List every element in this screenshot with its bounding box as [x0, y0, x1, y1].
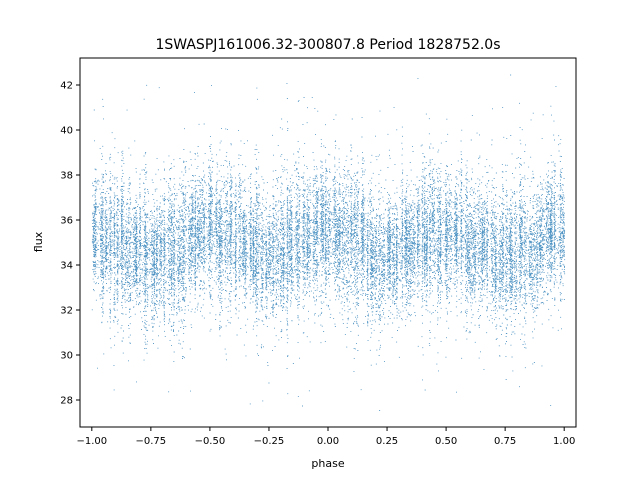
x-tick-label: −0.75 [136, 436, 167, 447]
y-axis: 28 30 32 34 36 38 40 42 [60, 81, 80, 407]
y-tick-label: 30 [60, 351, 73, 362]
x-axis-label: phase [311, 457, 344, 470]
x-tick-label: 0.00 [317, 436, 339, 447]
x-tick-label: −0.50 [195, 436, 226, 447]
data-points [91, 74, 566, 411]
y-tick-label: 28 [60, 396, 73, 407]
y-axis-label: flux [32, 231, 45, 252]
x-tick-label: −1.00 [76, 436, 107, 447]
y-tick-label: 36 [60, 216, 73, 227]
y-tick-label: 32 [60, 306, 73, 317]
x-tick-label: 0.75 [494, 436, 516, 447]
y-tick-label: 42 [60, 81, 73, 92]
x-tick-label: 1.00 [553, 436, 575, 447]
chart-title: 1SWASPJ161006.32-300807.8 Period 1828752… [155, 37, 500, 53]
x-axis: −1.00 −0.75 −0.50 −0.25 0.00 0.25 0.50 0.75 1.00 [76, 427, 575, 447]
x-tick-label: 0.50 [435, 436, 457, 447]
y-tick-label: 34 [60, 261, 73, 272]
scatter-points [91, 74, 566, 411]
x-tick-label: −0.25 [254, 436, 285, 447]
x-tick-label: 0.25 [376, 436, 398, 447]
y-tick-label: 40 [60, 126, 73, 137]
y-tick-label: 38 [60, 171, 73, 182]
